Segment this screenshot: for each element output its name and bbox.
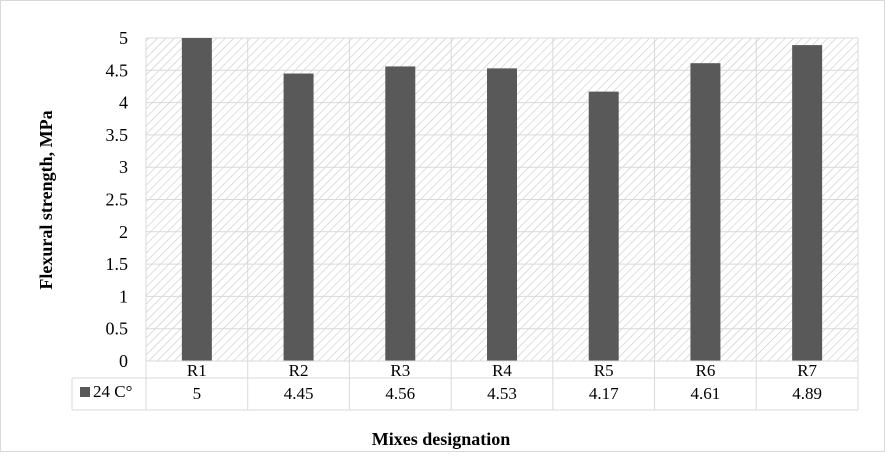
x-category-label: R5 (594, 361, 614, 380)
data-table-value: 5 (193, 384, 202, 403)
y-tick-label: 5 (119, 28, 128, 48)
data-table-value: 4.53 (487, 384, 517, 403)
y-tick-label: 0.5 (106, 319, 129, 339)
series-name-label: 24 C° (93, 382, 132, 401)
x-category-label: R6 (696, 361, 716, 380)
data-table-value: 4.89 (792, 384, 822, 403)
y-tick-label: 3 (119, 157, 128, 177)
x-category-label: R4 (492, 361, 512, 380)
x-category-label: R2 (289, 361, 309, 380)
x-category-label: R3 (390, 361, 410, 380)
bar-r6 (690, 63, 721, 361)
y-tick-label: 2.5 (106, 190, 129, 210)
legend-key-swatch (80, 387, 90, 397)
y-tick-label: 1 (119, 286, 128, 306)
data-table-value: 4.61 (691, 384, 721, 403)
y-axis-title: Flexural strength, MPa (36, 110, 56, 289)
x-category-label: R1 (187, 361, 207, 380)
y-tick-label: 4.5 (106, 60, 129, 80)
bar-r5 (588, 91, 619, 362)
y-tick-label: 1.5 (106, 254, 129, 274)
bar-r1 (181, 38, 212, 361)
data-table-value: 4.56 (385, 384, 415, 403)
y-tick-label: 3.5 (106, 125, 129, 145)
data-table-value: 4.45 (284, 384, 314, 403)
x-axis-title: Mixes designation (372, 429, 511, 449)
x-category-label: R7 (797, 361, 817, 380)
data-table-value: 4.17 (589, 384, 619, 403)
data-table: R1 R2 R3 R4 R5 R6 R7 24 C° 5 4.45 4.56 4.53 4.17 4.61… (71, 360, 859, 411)
bar-r7 (792, 45, 823, 362)
y-tick-label: 4 (119, 93, 128, 113)
y-tick-label: 2 (119, 222, 128, 242)
bar-series (181, 38, 823, 362)
bar-r4 (487, 68, 517, 361)
y-axis-tick-labels: 0 0.5 1 1.5 2 2.5 3 3.5 4 4.5 5 (106, 28, 129, 371)
y-tick-label: 0 (119, 351, 128, 371)
bar-r3 (385, 66, 416, 361)
bar-r2 (283, 73, 314, 361)
